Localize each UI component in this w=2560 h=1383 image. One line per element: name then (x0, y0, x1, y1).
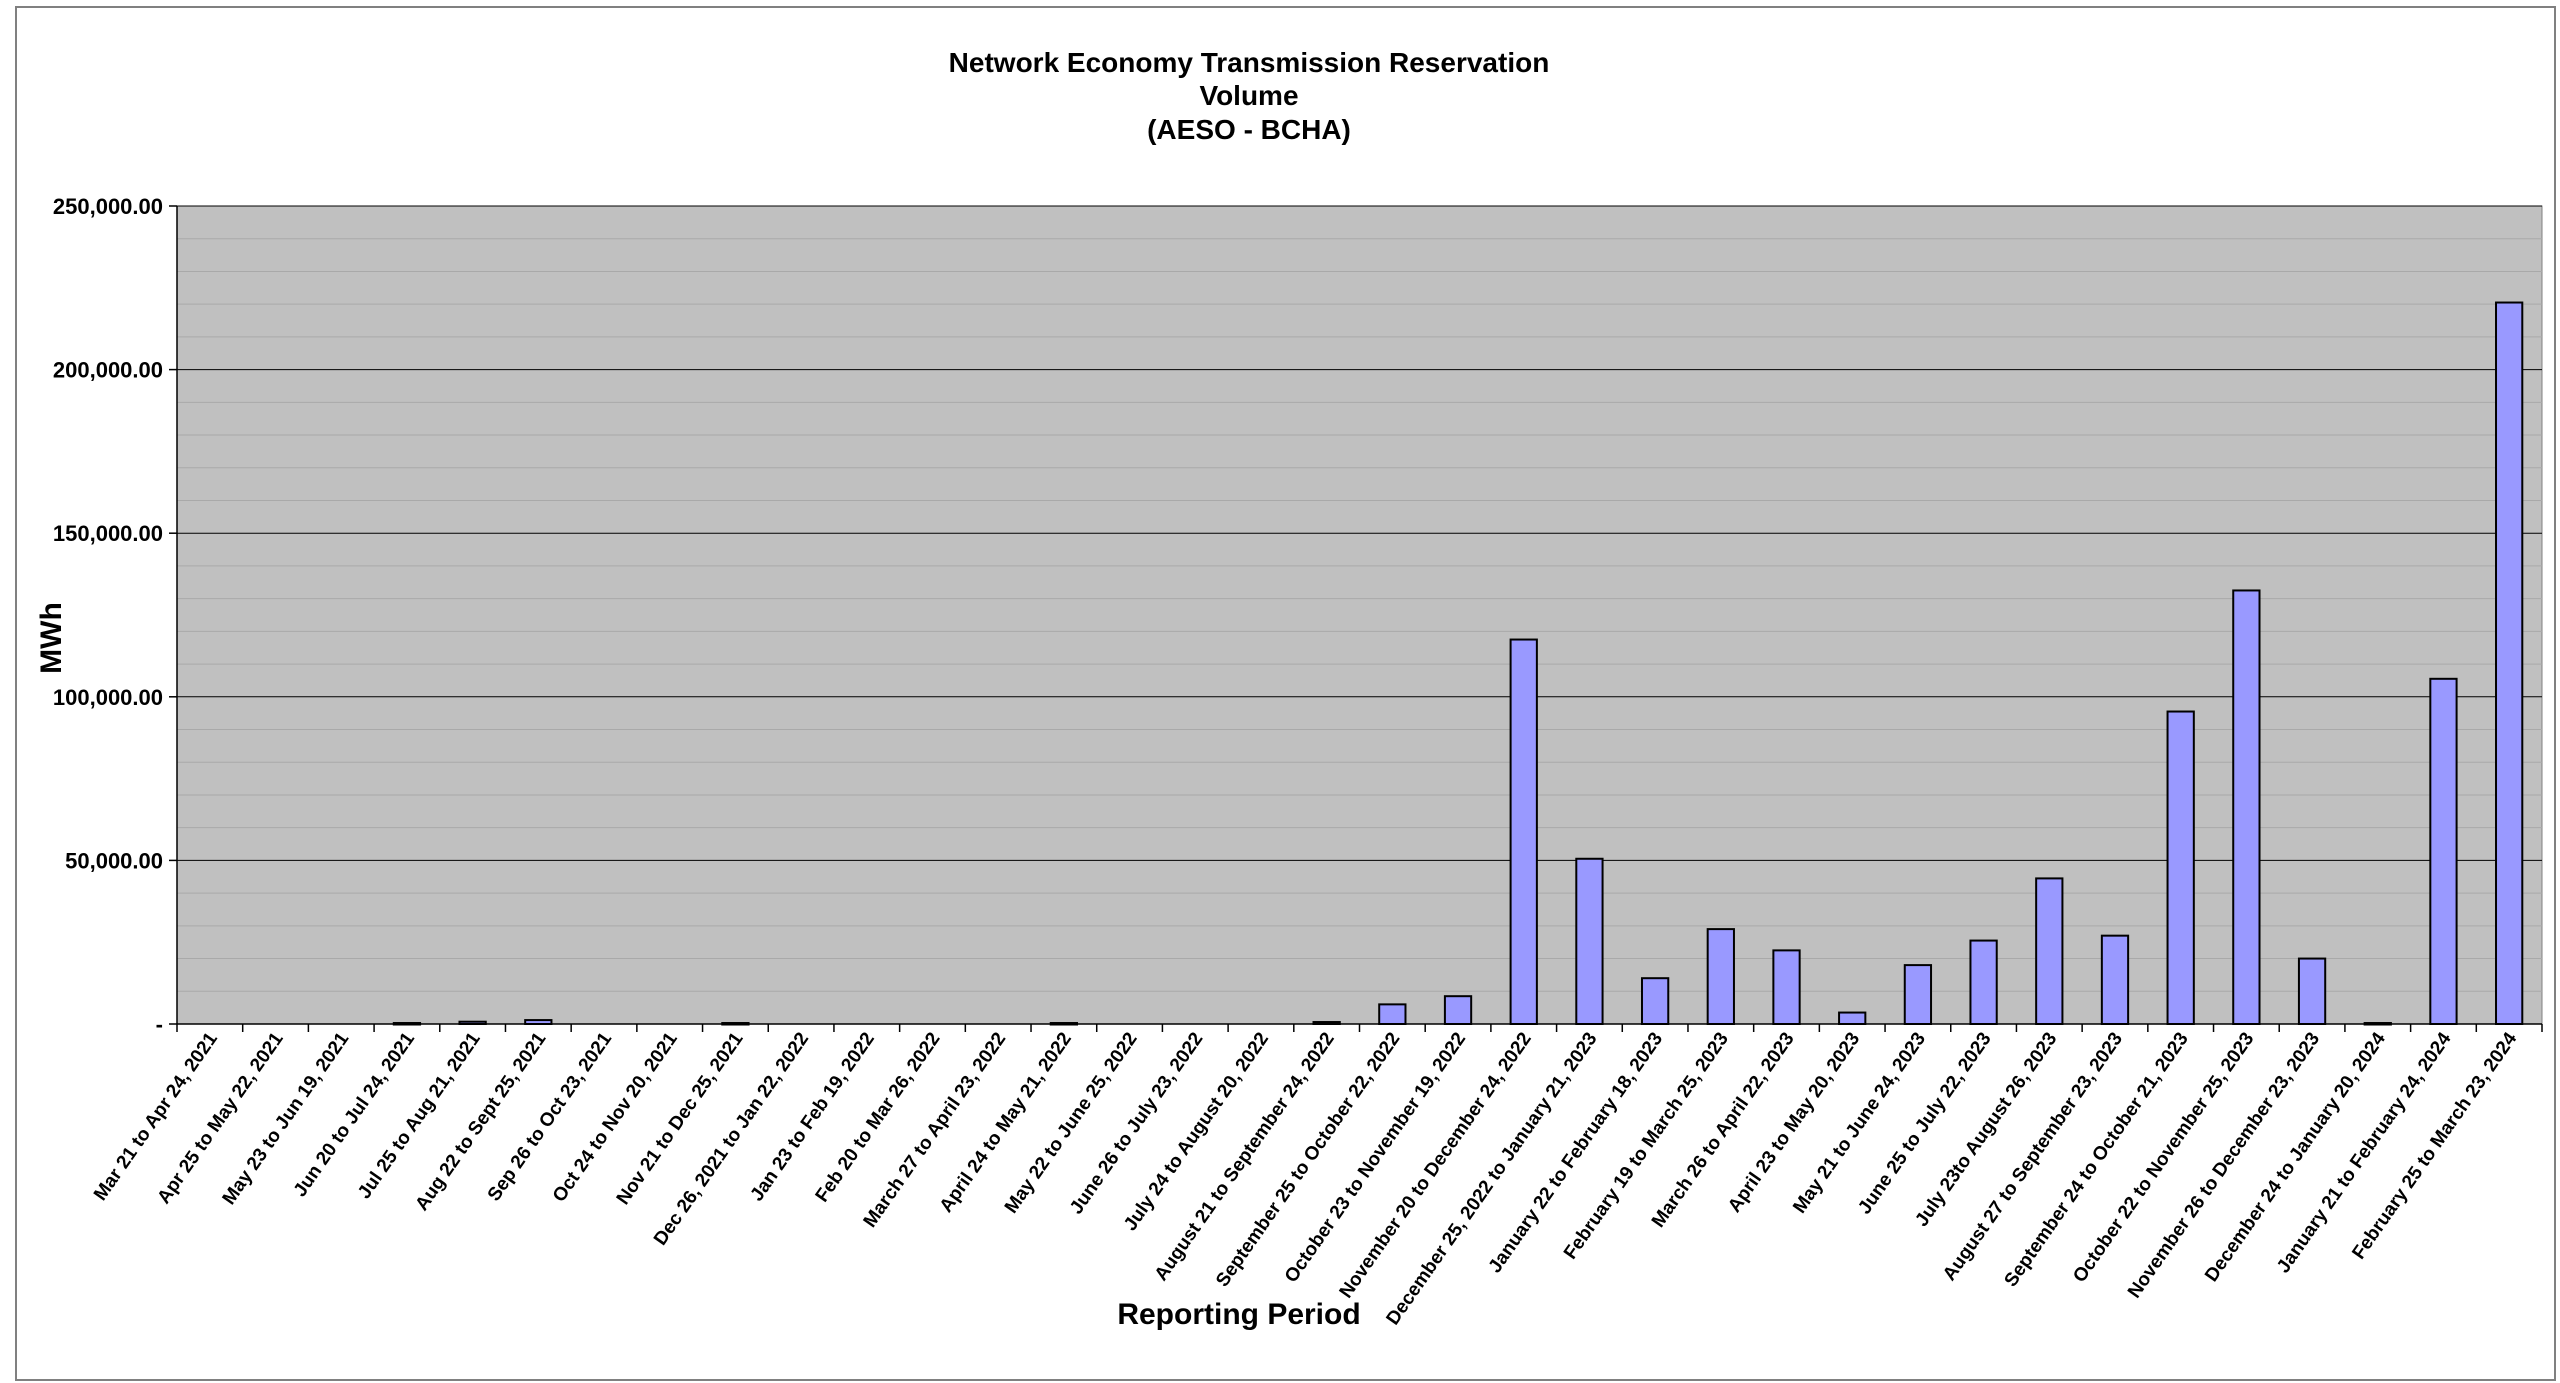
bar (2495, 301, 2524, 1025)
bar (1838, 1011, 1867, 1025)
x-tick-label: Sep 26 to Oct 23, 2021 (484, 1028, 617, 1205)
x-axis-title: Reporting Period (1117, 1298, 1360, 1331)
bar (1509, 638, 1538, 1025)
bar (1443, 995, 1473, 1025)
bar (2035, 877, 2064, 1025)
chart-frame: Network Economy Transmission Reservation… (15, 6, 2556, 1381)
y-tick-label: 150,000.00 (53, 521, 163, 546)
bar (1969, 939, 1998, 1026)
bar (1772, 949, 1801, 1026)
chart-title-line-1: Network Economy Transmission Reservation (949, 47, 1550, 78)
x-tick-label: Oct 24 to Nov 20, 2021 (549, 1028, 682, 1206)
x-tick-label: Jul 25 to Aug 21, 2021 (354, 1028, 485, 1202)
x-tick-label: Mar 21 to Apr 24, 2021 (90, 1028, 222, 1204)
y-tick-label: 50,000.00 (65, 848, 163, 873)
y-axis-title: MWh (35, 602, 68, 674)
bar (2166, 710, 2195, 1025)
x-tick-label: Jun 20 to Jul 24, 2021 (290, 1028, 420, 1200)
bar (1575, 857, 1604, 1025)
bar (2297, 957, 2327, 1025)
y-tick-label: 250,000.00 (53, 194, 163, 219)
x-tick-label: Apr 25 to May 22, 2021 (154, 1028, 288, 1207)
y-tick-label: 200,000.00 (53, 358, 163, 383)
x-tick-label: Feb 20 to Mar 26, 2022 (812, 1029, 945, 1206)
bar (2232, 589, 2261, 1026)
x-tick-label: June 25 to July 22, 2023 (1854, 1029, 1995, 1218)
x-tick-label: May 23 to Jun 19, 2021 (219, 1028, 354, 1208)
minor-gridlines (177, 238, 2542, 992)
chart-title-line-3: (AESO - BCHA) (1147, 114, 1351, 145)
bar (1706, 928, 1735, 1025)
bar (1640, 977, 1670, 1026)
x-tick-label: Jan 23 to Feb 19, 2022 (747, 1029, 879, 1205)
x-tick-label: Aug 22 to Sept 25, 2021 (411, 1028, 550, 1214)
bar (1903, 964, 1933, 1026)
x-tick-label: April 23 to May 20, 2023 (1724, 1029, 1864, 1217)
x-tick-label: Nov 21 to Dec 25, 2021 (613, 1028, 748, 1208)
chart-title-line-2: Volume (1199, 80, 1298, 111)
x-tick-label: April 24 to May 21, 2022 (936, 1029, 1076, 1217)
bar (2429, 677, 2458, 1026)
bar (2100, 934, 2130, 1026)
chart: Network Economy Transmission Reservation… (35, 47, 2543, 1331)
major-gridlines (177, 205, 2542, 861)
x-tick-label: May 22 to June 25, 2022 (1001, 1029, 1142, 1218)
x-tick-label: May 21 to June 24, 2023 (1789, 1029, 1930, 1218)
bars (392, 301, 2524, 1026)
bar (1378, 1003, 1407, 1025)
x-tick-label: June 26 to July 23, 2022 (1066, 1029, 1207, 1218)
y-tick-label: - (156, 1012, 163, 1037)
plot-area (176, 205, 2543, 1025)
y-axis-ticks: - 50,000.00 100,000.00 150,000.00 200,000.00… (53, 194, 177, 1037)
y-tick-label: 100,000.00 (53, 685, 163, 710)
